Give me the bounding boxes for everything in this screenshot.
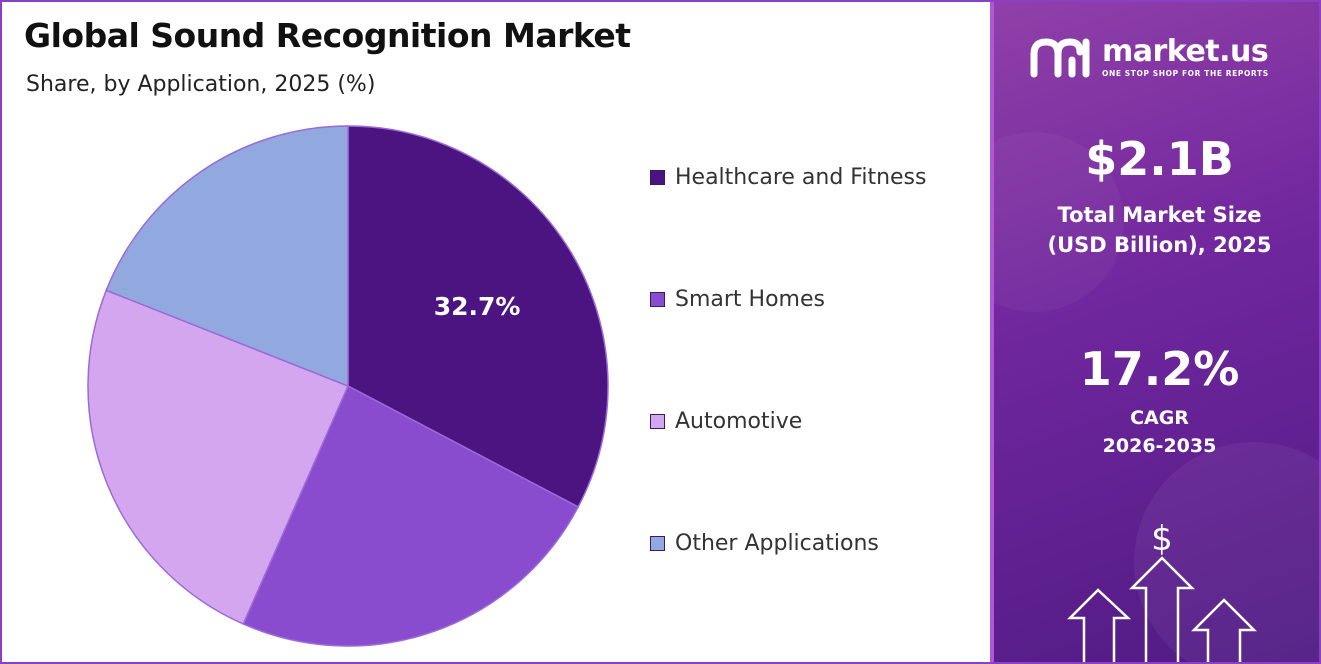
svg-text:$: $ xyxy=(1151,519,1173,559)
legend-item: Smart Homes xyxy=(650,284,825,314)
cagr-value: 17.2% xyxy=(1079,342,1240,396)
brand-name: market.us xyxy=(1102,34,1269,69)
panel-decoration: $ xyxy=(994,132,1319,662)
up-arrow-icon xyxy=(1066,556,1258,662)
market-size-label-line1: Total Market Size xyxy=(1057,203,1262,227)
chart-title: Global Sound Recognition Market xyxy=(24,16,631,55)
market-us-logo-icon xyxy=(1030,38,1090,78)
cagr-label-line2: 2026-2035 xyxy=(1102,435,1217,457)
legend-swatch xyxy=(650,535,665,551)
cagr-label-line1: CAGR xyxy=(1130,407,1189,429)
legend-swatch xyxy=(650,413,665,429)
cagr-block: 17.2% CAGR 2026-2035 xyxy=(994,342,1319,460)
slice-automotive xyxy=(87,289,350,625)
legend-item: Automotive xyxy=(650,406,802,436)
legend-label: Healthcare and Fitness xyxy=(675,164,927,190)
legend-item: Other Applications xyxy=(650,528,879,558)
legend-label: Automotive xyxy=(675,408,803,434)
market-size-value: $2.1B xyxy=(1085,132,1234,186)
pie-chart: 32.7% xyxy=(87,125,609,647)
legend-swatch xyxy=(650,291,665,307)
legend-swatch xyxy=(650,169,665,185)
market-size-block: $2.1B Total Market Size (USD Billion), 2… xyxy=(994,132,1319,260)
chart-subtitle: Share, by Application, 2025 (%) xyxy=(26,72,376,97)
brand-tagline: ONE STOP SHOP FOR THE REPORTS xyxy=(1102,69,1269,78)
dollar-icon: $ xyxy=(1151,519,1173,559)
slice-smart-homes xyxy=(242,384,580,647)
summary-panel: $ market.us ONE STOP SHOP FOR THE REPORT… xyxy=(990,2,1319,662)
legend-item: Healthcare and Fitness xyxy=(650,162,927,192)
slice-data-label: 32.7% xyxy=(434,292,521,321)
slice-other-applications xyxy=(105,125,349,388)
slice-healthcare-and-fitness xyxy=(347,125,609,508)
legend-label: Smart Homes xyxy=(675,286,825,312)
chart-panel: Global Sound Recognition Market Share, b… xyxy=(2,2,990,662)
market-size-label-line2: (USD Billion), 2025 xyxy=(1047,233,1272,257)
brand: market.us ONE STOP SHOP FOR THE REPORTS xyxy=(1028,34,1269,80)
legend-label: Other Applications xyxy=(675,530,879,556)
